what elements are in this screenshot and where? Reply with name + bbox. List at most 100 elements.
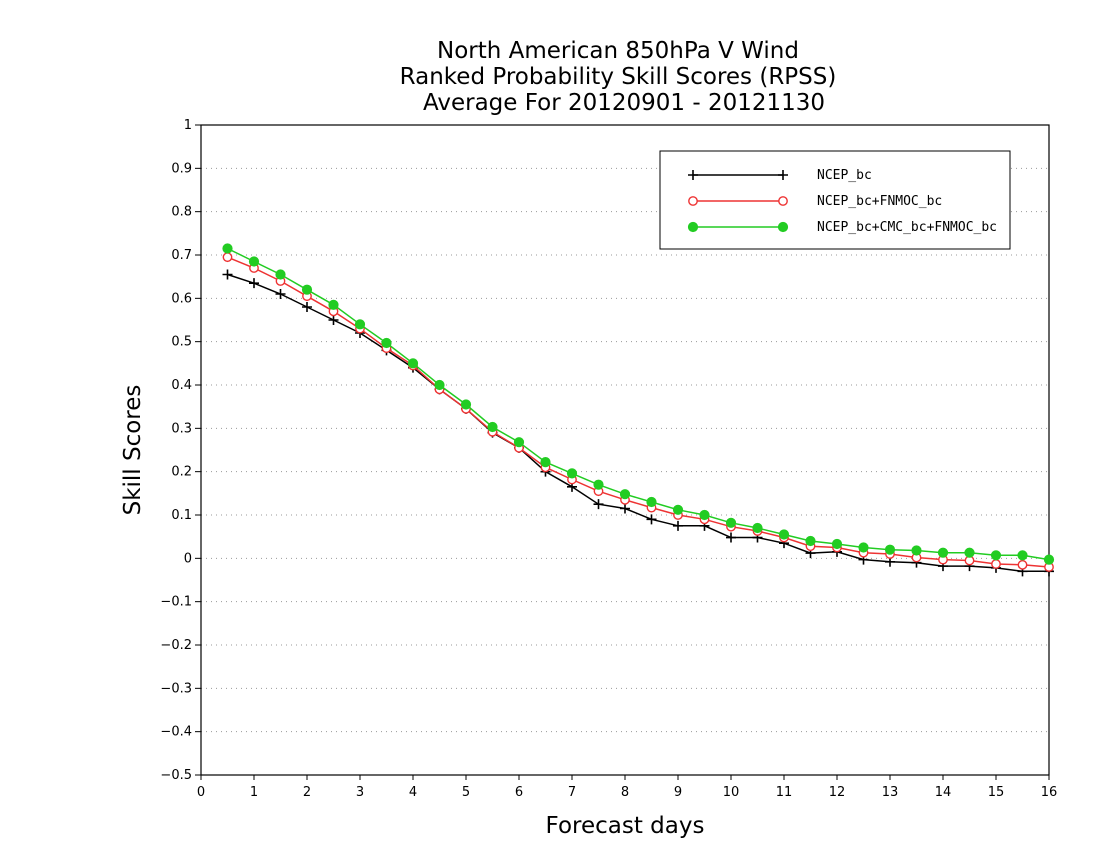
data-point — [964, 547, 975, 558]
x-axis-title: Forecast days — [546, 813, 705, 839]
series-line — [227, 247, 1050, 561]
x-axis: 0 1 2 3 4 5 6 7 8 9 10 11 12 13 14 15 16 — [197, 775, 1057, 800]
x-tick-label: 5 — [462, 785, 470, 800]
data-point — [752, 522, 763, 534]
x-tick-label: 10 — [723, 785, 740, 800]
x-tick-label: 4 — [409, 785, 417, 800]
y-tick-label: 0.6 — [171, 291, 192, 306]
legend-item: NCEP_bc+FNMOC_bc — [688, 194, 942, 209]
legend: NCEP_bc NCEP_bc+FNMOC_bc NCEP_bc+CMC_bc+FN… — [659, 150, 1011, 250]
data-point — [222, 269, 233, 280]
data-point — [672, 504, 684, 515]
legend-marker — [688, 170, 698, 180]
data-point — [275, 269, 286, 280]
x-tick-label: 11 — [776, 785, 793, 800]
x-tick-label: 16 — [1041, 785, 1058, 800]
data-point — [991, 559, 1001, 569]
y-axis-title: Skill Scores — [120, 385, 146, 516]
data-point — [460, 399, 472, 410]
x-tick-label: 12 — [829, 785, 846, 800]
data-point — [381, 337, 392, 349]
y-tick-label: −0.4 — [160, 725, 192, 740]
chart-subtitle: Ranked Probability Skill Scores (RPSS) — [400, 64, 837, 90]
data-point — [222, 252, 233, 263]
data-point — [1043, 554, 1055, 565]
x-tick-label: 7 — [568, 785, 576, 800]
y-tick-label: 0.7 — [171, 248, 192, 263]
legend-item: NCEP_bc+CMC_bc+FNMOC_bc — [687, 220, 997, 235]
data-point — [275, 289, 286, 299]
data-point — [778, 529, 790, 540]
data-point — [434, 379, 445, 391]
legend-marker — [778, 196, 788, 206]
y-tick-label: −0.2 — [160, 638, 192, 653]
x-tick-label: 9 — [674, 785, 682, 800]
data-point — [911, 545, 922, 556]
y-axis: −0.5 −0.4 −0.3 −0.2 −0.1 0 0.1 0.2 0.3 0.4 0.5 0.6 0… — [160, 118, 201, 783]
data-point — [619, 489, 631, 500]
data-point — [407, 358, 419, 369]
data-point — [725, 517, 737, 528]
data-point — [673, 520, 683, 531]
data-point — [1017, 550, 1028, 561]
data-point — [328, 315, 339, 325]
y-tick-label: −0.5 — [160, 768, 192, 783]
chart-title: North American 850hPa V Wind — [437, 38, 799, 64]
data-point — [487, 421, 498, 433]
data-point — [646, 514, 657, 525]
grid — [201, 167, 1049, 733]
legend-item: NCEP_bc — [688, 168, 872, 183]
legend-marker — [778, 170, 788, 180]
y-tick-label: 0.5 — [171, 335, 192, 350]
data-point — [937, 547, 949, 558]
data-point — [302, 302, 312, 312]
data-point — [620, 503, 630, 514]
data-point — [513, 437, 525, 448]
x-tick-label: 8 — [621, 785, 629, 800]
legend-label: NCEP_bc+CMC_bc+FNMOC_bc — [817, 220, 997, 235]
x-tick-label: 3 — [356, 785, 364, 800]
legend-marker — [688, 196, 698, 206]
series-3 — [222, 243, 1055, 565]
legend-box — [659, 150, 1011, 250]
y-tick-label: −0.3 — [160, 681, 192, 696]
series-group — [222, 243, 1055, 577]
series-line — [227, 256, 1050, 568]
y-tick-label: 0.3 — [171, 421, 192, 436]
x-tick-label: 6 — [515, 785, 523, 800]
x-tick-label: 13 — [882, 785, 899, 800]
data-point — [990, 550, 1002, 561]
legend-marker — [777, 221, 789, 233]
y-tick-label: 0 — [184, 551, 192, 566]
data-point — [540, 457, 551, 468]
data-point — [805, 535, 816, 547]
x-tick-label: 1 — [250, 785, 258, 800]
x-tick-label: 14 — [935, 785, 952, 800]
legend-label: NCEP_bc+FNMOC_bc — [817, 194, 942, 209]
data-point — [354, 319, 366, 330]
data-point — [726, 532, 736, 543]
y-tick-label: 1 — [184, 118, 192, 133]
data-point — [831, 538, 843, 550]
data-point — [328, 299, 339, 310]
data-point — [1017, 559, 1028, 570]
data-point — [593, 499, 604, 510]
data-point — [566, 468, 578, 479]
y-tick-label: 0.1 — [171, 508, 192, 523]
data-point — [884, 544, 896, 555]
y-tick-label: 0.4 — [171, 378, 192, 393]
data-point — [858, 542, 869, 553]
data-point — [249, 278, 259, 289]
series-line — [227, 273, 1049, 573]
data-point — [248, 256, 260, 267]
x-tick-label: 0 — [197, 785, 205, 800]
data-point — [699, 509, 710, 521]
x-tick-label: 2 — [303, 785, 311, 800]
y-tick-label: −0.1 — [160, 595, 192, 610]
series-2 — [222, 252, 1054, 572]
chart-subtitle-2: Average For 20120901 - 20121130 — [423, 90, 825, 116]
data-point — [593, 479, 604, 490]
data-point — [646, 496, 657, 508]
data-point — [301, 284, 313, 295]
